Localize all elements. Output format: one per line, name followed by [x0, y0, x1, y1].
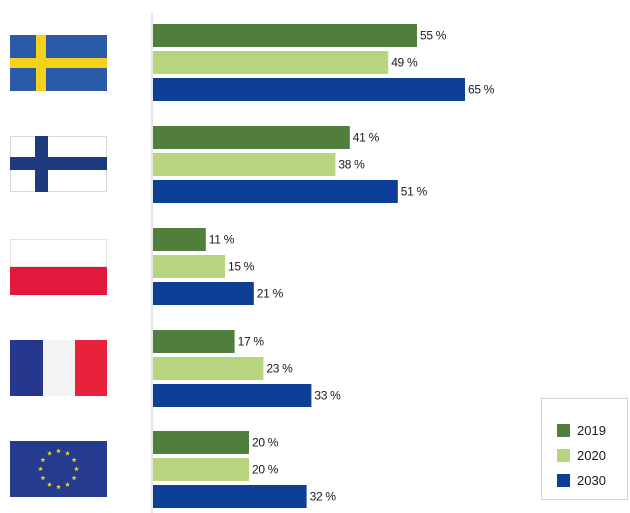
france-flag-icon [10, 340, 107, 396]
bar-2020-finland [153, 153, 336, 176]
eu-star-icon [71, 457, 77, 463]
eu-star-icon [65, 450, 70, 456]
poland-flag-icon [10, 239, 107, 295]
eu-star-icon [71, 475, 77, 481]
bar-2019-poland [153, 228, 206, 251]
value-label: 23 % [266, 362, 293, 376]
value-label: 49 % [391, 56, 418, 70]
eu-star-icon [40, 475, 46, 481]
legend-label: 2020 [577, 448, 606, 463]
legend: 2019 2020 2030 [541, 398, 628, 500]
value-label: 41 % [353, 131, 380, 145]
value-label: 32 % [310, 490, 337, 504]
bar-2030-finland [153, 180, 398, 203]
bar-2030-poland [153, 282, 254, 305]
legend-label: 2019 [577, 423, 606, 438]
legend-swatch [557, 474, 570, 487]
value-label: 55 % [420, 29, 447, 43]
value-label: 51 % [401, 185, 428, 199]
sweden-flag-icon [10, 35, 107, 91]
bar-2020-eu [153, 458, 249, 481]
legend-label: 2030 [577, 473, 606, 488]
bars-group: 55 % 41 % 11 % 17 % 20 % 49 % 38 % 15 % 23 % 20 %… [153, 24, 495, 508]
eu-star-icon [47, 450, 52, 456]
bar-2030-france [153, 384, 312, 407]
eu-flag-icon [10, 441, 107, 497]
value-label: 15 % [228, 260, 255, 274]
eu-stars [38, 448, 79, 490]
value-label: 21 % [257, 287, 284, 301]
bar-2030-eu [153, 485, 307, 508]
eu-star-icon [38, 466, 43, 472]
eu-star-icon [47, 481, 52, 487]
bar-2030-sweden [153, 78, 465, 101]
eu-star-icon [40, 457, 46, 463]
legend-swatch [557, 449, 570, 462]
legend-swatch [557, 424, 570, 437]
bar-2020-sweden [153, 51, 389, 74]
bar-2019-sweden [153, 24, 417, 47]
value-label: 20 % [252, 436, 279, 450]
value-label: 33 % [314, 389, 341, 403]
value-label: 11 % [209, 233, 235, 247]
value-label: 17 % [238, 335, 265, 349]
bar-2019-finland [153, 126, 350, 149]
bar-2020-france [153, 357, 264, 380]
bar-2020-poland [153, 255, 225, 278]
value-label: 20 % [252, 463, 279, 477]
value-label: 38 % [338, 158, 365, 172]
finland-flag-icon [10, 136, 107, 192]
eu-star-icon [56, 484, 61, 490]
value-label: 65 % [468, 83, 495, 97]
bar-2019-eu [153, 431, 249, 454]
eu-star-icon [56, 448, 61, 454]
eu-star-icon [65, 481, 70, 487]
eu-star-icon [74, 466, 79, 472]
bar-2019-france [153, 330, 235, 353]
